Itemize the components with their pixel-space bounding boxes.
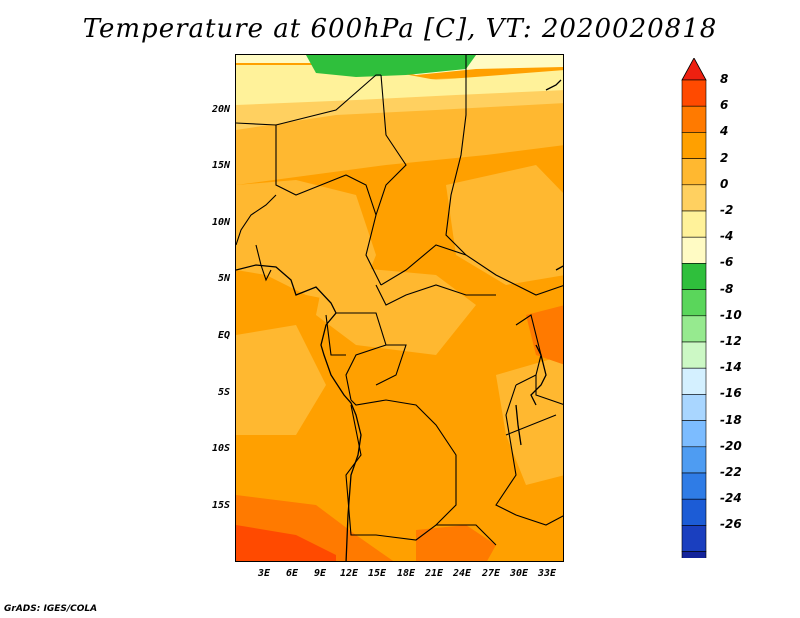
- colorbar-segment: [681, 315, 707, 343]
- colorbar-segment: [681, 525, 707, 552]
- colorbar-segment: [681, 446, 707, 474]
- lon-label: 9E: [313, 568, 327, 579]
- colorbar-label: -14: [720, 360, 742, 375]
- field-cream-band: [236, 65, 563, 105]
- colorbar-segment: [681, 158, 707, 186]
- lat-label: 5N: [217, 273, 230, 284]
- colorbar-segment: [681, 184, 707, 212]
- colorbar-segment: [681, 105, 707, 133]
- lon-label: 30E: [509, 568, 529, 579]
- colorbar-segments: [681, 58, 707, 558]
- lat-label: 5S: [217, 387, 230, 398]
- colorbar: [681, 58, 707, 558]
- lon-label: 33E: [537, 568, 557, 579]
- colorbar-label: 4: [720, 124, 729, 139]
- field-warm-southeast: [416, 525, 496, 561]
- colorbar-label: 0: [720, 176, 729, 191]
- colorbar-label: -6: [720, 255, 734, 270]
- colorbar-label: -10: [720, 307, 742, 322]
- lon-label: 18E: [396, 568, 416, 579]
- chart-title: Temperature at 600hPa [C], VT: 202002081…: [82, 14, 718, 44]
- lon-label: 21E: [424, 568, 444, 579]
- lat-label: 20N: [211, 104, 230, 115]
- lat-label: 15N: [211, 160, 230, 171]
- colorbar-label: -24: [720, 491, 742, 506]
- coastline: [236, 79, 563, 561]
- field-patch-central: [316, 265, 476, 355]
- lon-label: 27E: [481, 568, 501, 579]
- colorbar-segment: [681, 367, 707, 395]
- field-patch-atlantic: [236, 325, 326, 435]
- colorbar-segment: [681, 394, 707, 421]
- lat-label: 10S: [211, 443, 230, 454]
- colorbar-label: -4: [720, 229, 734, 244]
- colorbar-segment: [681, 132, 707, 159]
- lon-label: 12E: [339, 568, 359, 579]
- colorbar-segment: [681, 236, 707, 264]
- colorbar-label: 2: [720, 150, 729, 165]
- lon-label: 15E: [367, 568, 387, 579]
- field-warm-rift: [526, 305, 563, 365]
- colorbar-label: -18: [720, 412, 742, 427]
- field-hot-south: [236, 525, 336, 561]
- lon-label: 3E: [257, 568, 271, 579]
- colorbar-segment: [681, 79, 707, 107]
- colorbar-label: -26: [720, 517, 742, 532]
- colorbar-label: -8: [720, 281, 734, 296]
- colorbar-segment: [681, 341, 707, 369]
- colorbar-label: -12: [720, 334, 742, 348]
- colorbar-label: 8: [720, 72, 729, 86]
- temperature-map: [236, 55, 563, 561]
- field-patch-east: [446, 165, 563, 285]
- colorbar-top-arrow: [681, 58, 707, 81]
- field-patch-lakes: [496, 355, 563, 485]
- lat-label: 15S: [211, 500, 230, 511]
- map-panel: [235, 54, 564, 562]
- colorbar-label: -20: [720, 438, 742, 453]
- colorbar-segment: [681, 551, 707, 558]
- colorbar-segment: [681, 210, 707, 238]
- colorbar-label: -2: [720, 203, 734, 217]
- colorbar-label: 6: [720, 98, 729, 113]
- lat-label: 10N: [211, 217, 230, 228]
- country-borders: [236, 55, 563, 546]
- colorbar-segment: [681, 263, 707, 290]
- credit-text: GrADS: IGES/COLA: [4, 604, 98, 614]
- lon-label: 6E: [285, 568, 299, 579]
- field-green-cold: [306, 55, 476, 77]
- colorbar-label: -22: [720, 465, 742, 479]
- lat-label: EQ: [217, 330, 230, 341]
- colorbar-segment: [681, 289, 707, 317]
- colorbar-segment: [681, 472, 707, 500]
- colorbar-segment: [681, 498, 707, 526]
- colorbar-label: -16: [720, 386, 742, 401]
- lon-label: 24E: [452, 568, 472, 579]
- colorbar-segment: [681, 420, 707, 448]
